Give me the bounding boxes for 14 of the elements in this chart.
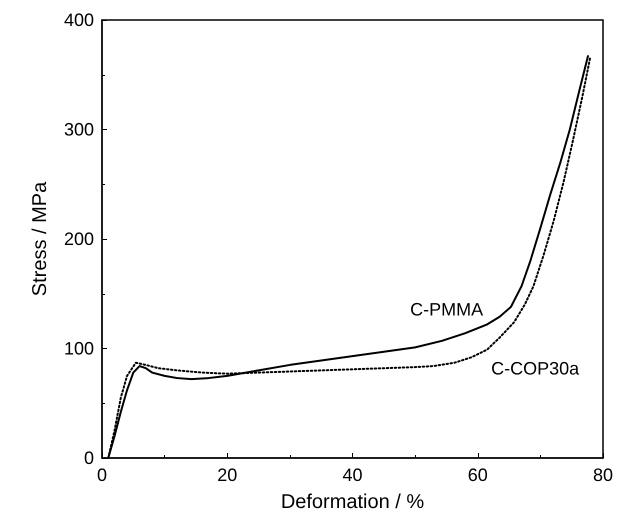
y-tick-label: 0 [84,448,94,468]
x-tick-label: 80 [592,465,614,485]
y-tick-label: 300 [64,120,94,140]
x-tick-label: 60 [468,465,488,485]
y-tick-label: 200 [64,229,94,249]
annotation: C-COP30a [491,358,580,379]
annotation: C-PMMA [410,299,484,320]
x-tick-label: 20 [217,465,238,485]
y-axis-title: Stress / MPa [29,180,51,296]
y-tick-label: 400 [64,10,94,30]
x-tick-label: 0 [96,465,108,485]
x-axis-title: Deformation / % [280,491,424,513]
x-tick-label: 40 [342,465,363,485]
y-tick-label: 100 [64,338,94,358]
